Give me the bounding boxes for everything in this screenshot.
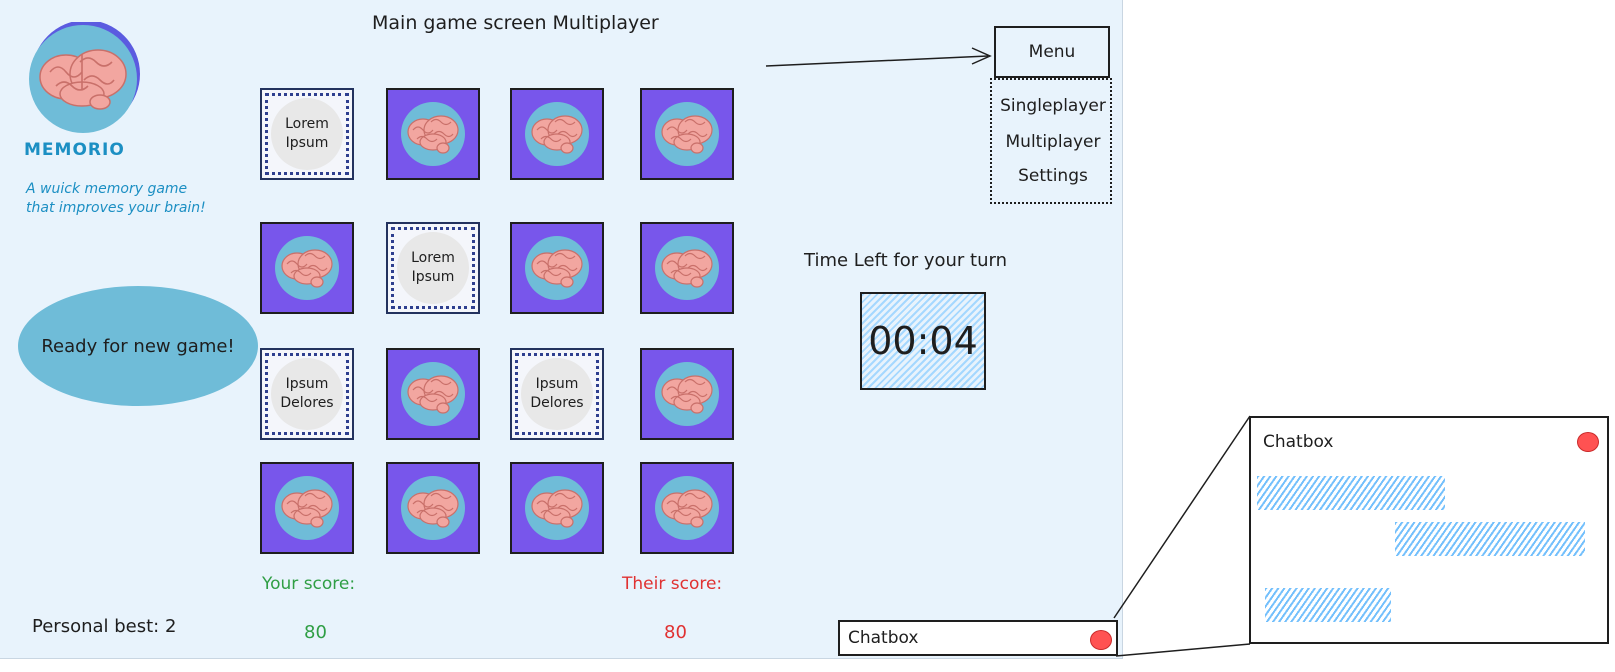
card-face-text: Lorem Ipsum [271, 98, 343, 170]
chatbox-panel-title: Chatbox [1263, 432, 1334, 452]
turn-timer: 00:04 [860, 292, 986, 390]
brain-icon [275, 236, 339, 300]
brain-icon [275, 476, 339, 540]
memory-card-facedown[interactable] [260, 222, 354, 314]
memory-card-facedown[interactable] [386, 88, 480, 180]
chat-message [1257, 476, 1445, 510]
chatbox-bar[interactable]: Chatbox [838, 620, 1118, 656]
chatbox-bar-label: Chatbox [848, 628, 919, 648]
menu-item-singleplayer[interactable]: Singleplayer [1000, 96, 1106, 116]
chat-message [1265, 588, 1391, 622]
menu-button-label: Menu [1028, 42, 1076, 62]
menu-dropdown: Singleplayer Multiplayer Settings [990, 78, 1112, 204]
card-face-text: Lorem Ipsum [397, 232, 469, 304]
tagline-line: A wuick memory game [26, 181, 188, 197]
memory-card-faceup[interactable]: Ipsum Delores [510, 348, 604, 440]
brain-icon [655, 362, 719, 426]
menu-item-settings[interactable]: Settings [1018, 166, 1088, 186]
chat-message [1395, 522, 1585, 556]
memory-card-facedown[interactable] [640, 462, 734, 554]
memory-card-facedown[interactable] [640, 222, 734, 314]
memory-card-facedown[interactable] [260, 462, 354, 554]
app-name: MEMORIO [24, 140, 125, 160]
your-score-label: Your score: [262, 574, 356, 594]
brain-icon [525, 476, 589, 540]
their-score-label: Their score: [622, 574, 723, 594]
card-face-text: Ipsum Delores [271, 358, 343, 430]
status-message: Ready for new game! [41, 335, 235, 357]
memory-card-facedown[interactable] [510, 462, 604, 554]
timer-value: 00:04 [868, 319, 978, 363]
card-face-line: Ipsum [285, 376, 329, 392]
brain-icon [655, 102, 719, 166]
page-title: Main game screen Multiplayer [372, 12, 659, 34]
app-tagline: A wuick memory game that improves your b… [26, 180, 206, 218]
your-score-value: 80 [304, 622, 327, 643]
chatbox-panel: Chatbox [1249, 416, 1609, 644]
tagline-line: that improves your brain! [26, 200, 206, 216]
card-face-line: Delores [280, 395, 334, 411]
memory-card-faceup[interactable]: Lorem Ipsum [260, 88, 354, 180]
card-face-text: Ipsum Delores [521, 358, 593, 430]
card-face-line: Ipsum [411, 269, 455, 285]
memory-card-faceup[interactable]: Lorem Ipsum [386, 222, 480, 314]
card-face-line: Lorem [285, 116, 329, 132]
memory-card-facedown[interactable] [386, 348, 480, 440]
zoom-connector [1113, 415, 1251, 657]
menu-item-multiplayer[interactable]: Multiplayer [1005, 132, 1101, 152]
memory-card-faceup[interactable]: Ipsum Delores [260, 348, 354, 440]
card-face-line: Ipsum [535, 376, 579, 392]
their-score-value: 80 [664, 622, 687, 643]
brain-icon [525, 102, 589, 166]
personal-best: Personal best: 2 [32, 616, 177, 637]
memory-card-facedown[interactable] [640, 348, 734, 440]
status-bubble: Ready for new game! [18, 286, 258, 406]
brain-icon [655, 476, 719, 540]
card-face-line: Delores [530, 395, 584, 411]
brain-icon [401, 362, 465, 426]
card-face-line: Ipsum [285, 135, 329, 151]
memory-card-facedown[interactable] [510, 88, 604, 180]
menu-button[interactable]: Menu [994, 26, 1110, 78]
close-icon[interactable] [1577, 432, 1599, 452]
arrow-right-icon [765, 47, 992, 67]
brain-icon [401, 102, 465, 166]
timer-label: Time Left for your turn [804, 250, 1007, 271]
brain-icon [26, 20, 140, 136]
brain-icon [401, 476, 465, 540]
memory-card-facedown[interactable] [640, 88, 734, 180]
memory-card-facedown[interactable] [386, 462, 480, 554]
brain-icon [525, 236, 589, 300]
brain-icon [655, 236, 719, 300]
close-icon[interactable] [1090, 630, 1112, 650]
memory-card-facedown[interactable] [510, 222, 604, 314]
card-face-line: Lorem [411, 250, 455, 266]
